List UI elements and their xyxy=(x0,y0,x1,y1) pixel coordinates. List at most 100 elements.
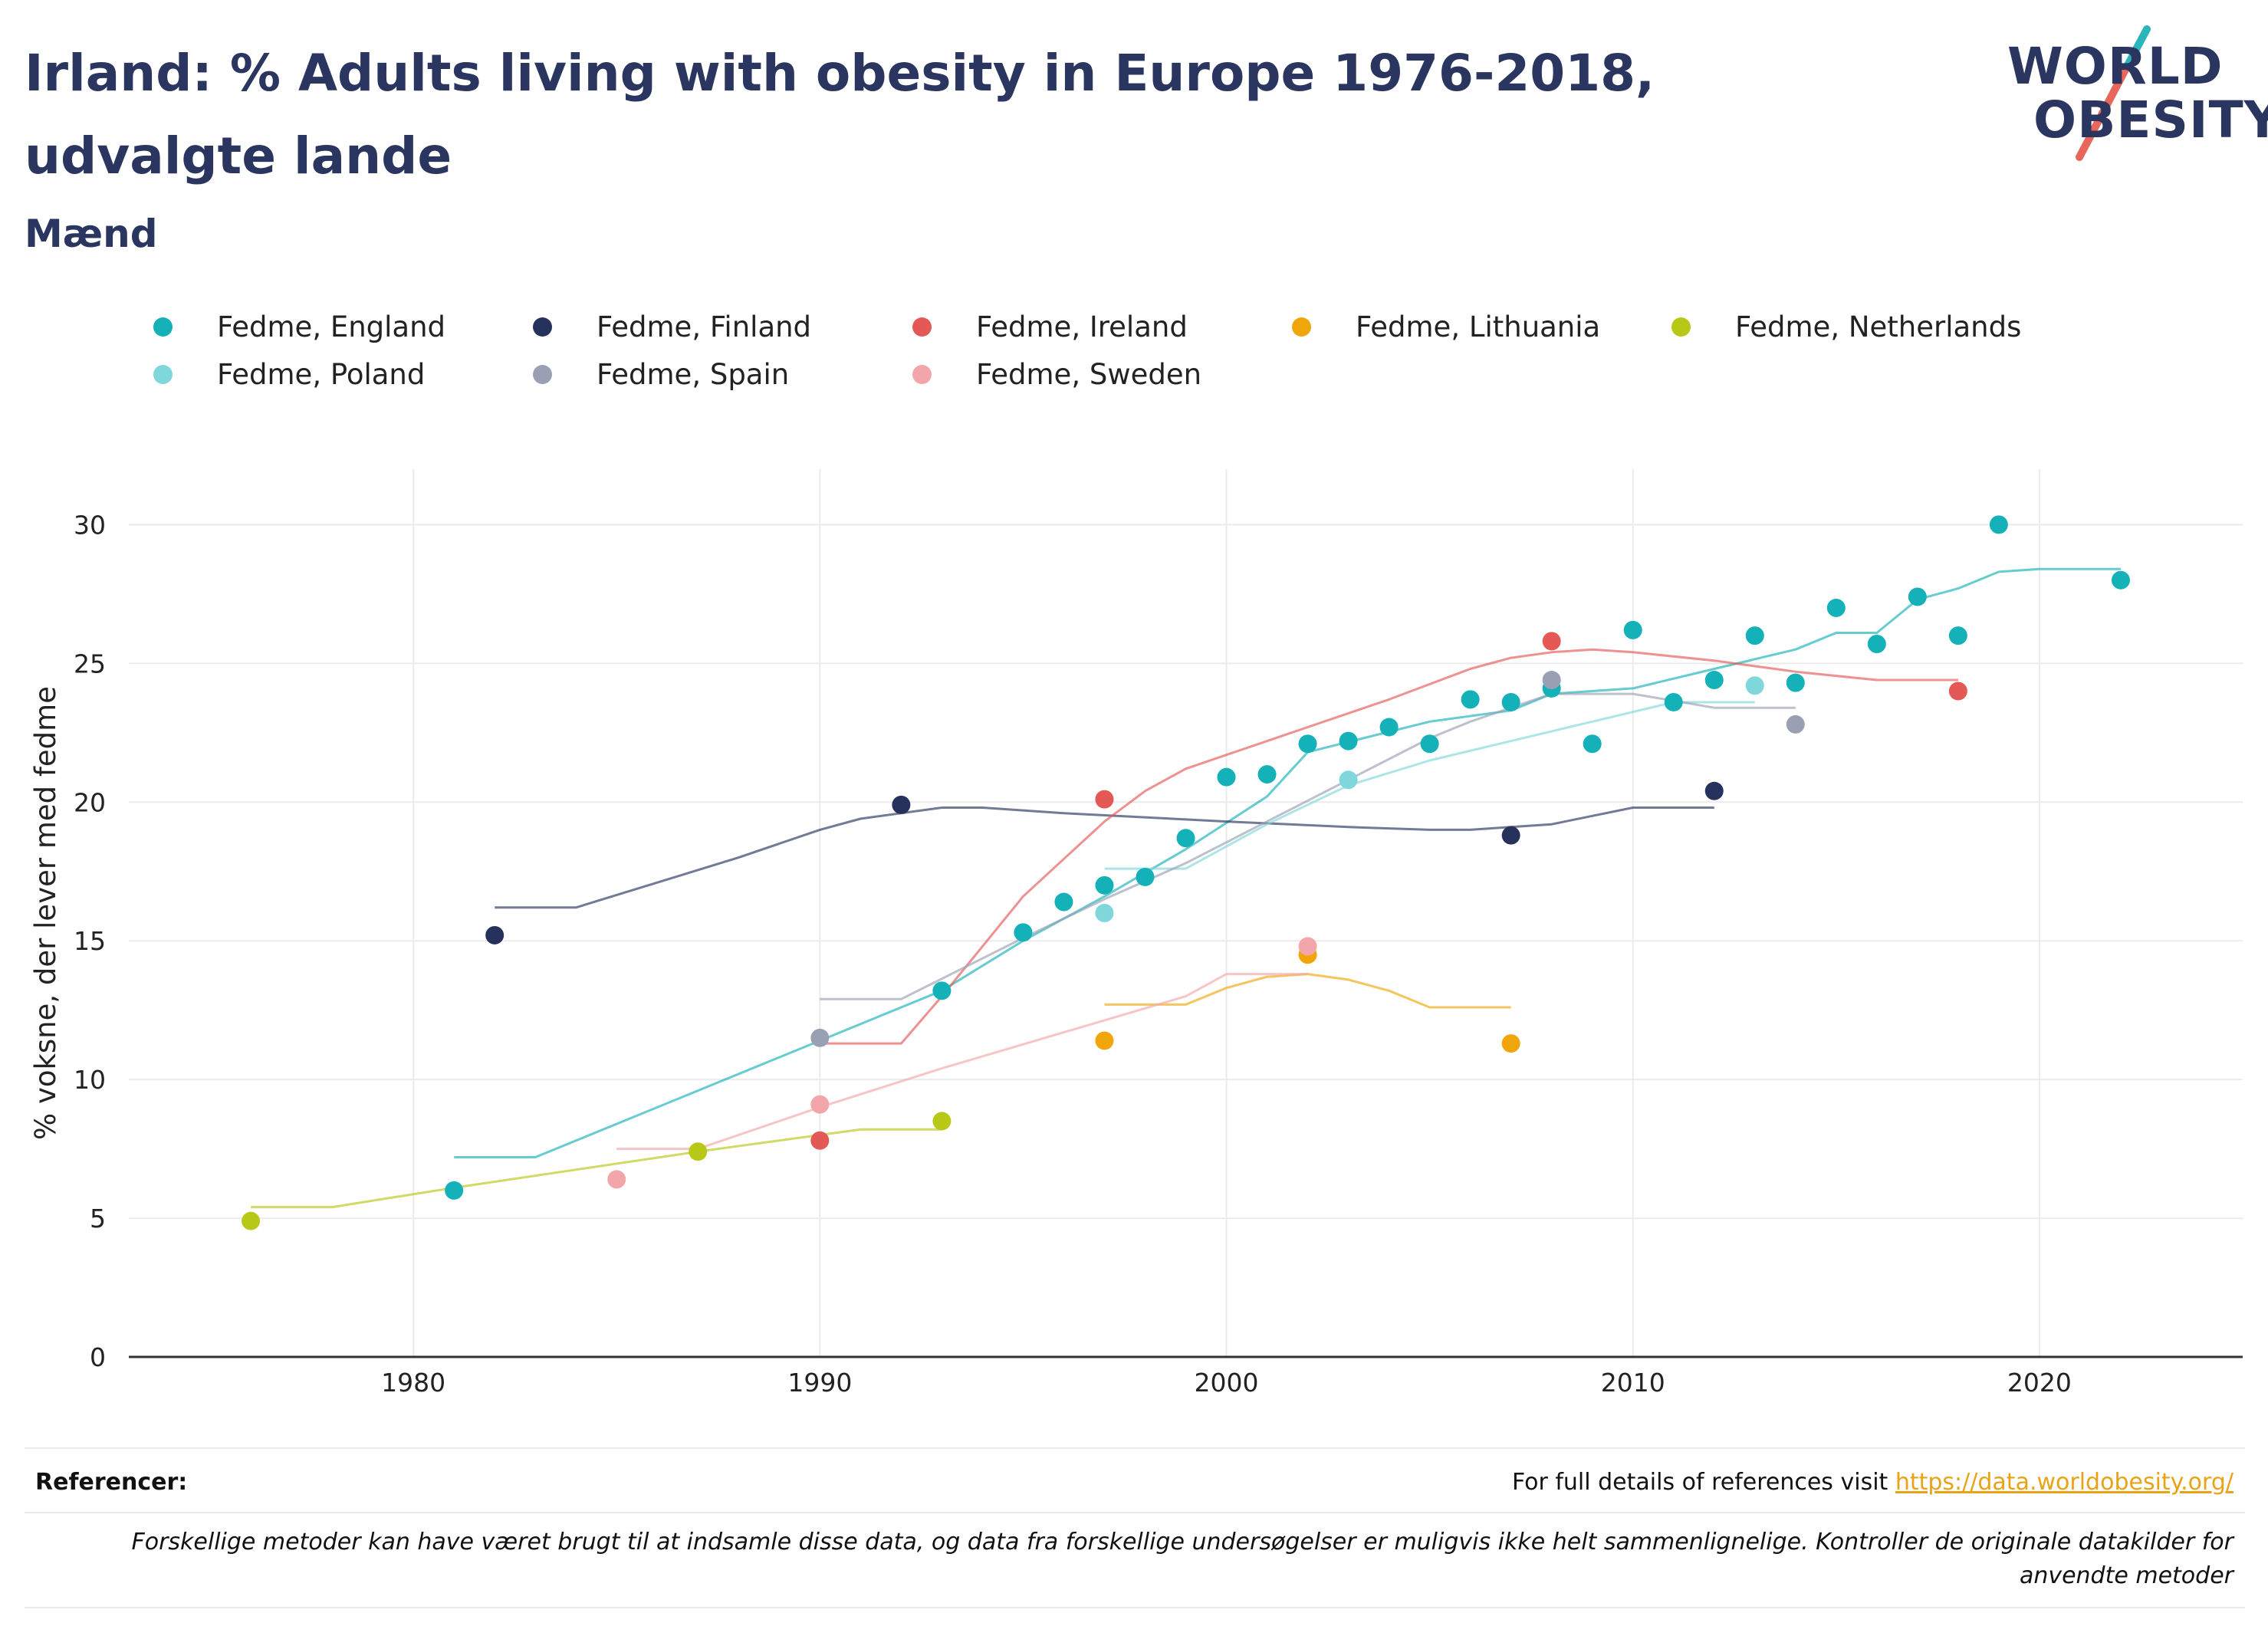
x-tick-label: 1980 xyxy=(381,1368,445,1395)
data-point xyxy=(1379,718,1399,737)
chart-plot: 0 5 10 15 20 25 30 1980 1990 2000 2010 2020 % voksne… xyxy=(29,469,2243,1395)
chart-title: Irland: % Adults living with obesity in … xyxy=(25,44,1655,186)
legend-marker xyxy=(912,364,932,384)
legend-label: Fedme, Spain xyxy=(597,357,790,391)
legend-label: Fedme, Ireland xyxy=(976,310,1188,343)
y-tick-label: 20 xyxy=(74,787,106,817)
data-point xyxy=(1826,598,1846,617)
data-point xyxy=(607,1170,626,1189)
data-point xyxy=(1704,671,1724,690)
data-point xyxy=(1176,829,1195,848)
data-point xyxy=(1948,626,1967,645)
chart-subtitle: Mænd xyxy=(25,212,158,256)
footer-divider xyxy=(25,1447,2245,1449)
data-point xyxy=(1420,734,1439,754)
legend-marker xyxy=(153,317,173,337)
data-point xyxy=(1745,626,1764,645)
data-point xyxy=(1298,937,1317,956)
data-point xyxy=(932,1112,952,1131)
legend-marker xyxy=(1292,317,1311,337)
legend-marker xyxy=(533,317,552,337)
data-point xyxy=(1704,781,1724,800)
footer-divider xyxy=(25,1607,2245,1608)
legend-marker xyxy=(1671,317,1691,337)
data-point xyxy=(485,925,505,944)
y-tick-label: 10 xyxy=(74,1065,106,1095)
data-point xyxy=(1501,1034,1520,1053)
world-obesity-logo[interactable]: WORLD OBESITY xyxy=(1994,23,2268,161)
data-point xyxy=(1095,875,1114,895)
data-point xyxy=(242,1211,261,1230)
data-point xyxy=(1501,692,1520,711)
data-point xyxy=(1095,790,1114,809)
y-tick-label: 25 xyxy=(74,649,106,678)
data-point xyxy=(1908,587,1927,606)
data-point xyxy=(892,795,911,814)
data-point xyxy=(1339,770,1358,790)
data-point xyxy=(1542,671,1561,690)
data-point xyxy=(2111,570,2130,590)
footer-divider xyxy=(25,1512,2245,1513)
data-point xyxy=(1257,765,1277,784)
y-tick-label: 0 xyxy=(90,1342,106,1372)
data-point xyxy=(1583,734,1602,754)
legend-item[interactable]: Fedme, England xyxy=(153,305,445,348)
x-tick-label: 2000 xyxy=(1195,1368,1259,1395)
x-tick-label: 2010 xyxy=(1601,1368,1665,1395)
legend-item[interactable]: Fedme, Lithuania xyxy=(1292,305,1600,348)
legend-marker xyxy=(912,317,932,337)
data-point xyxy=(1542,632,1561,651)
data-point xyxy=(1664,692,1683,711)
legend-label: Fedme, Netherlands xyxy=(1735,310,2022,343)
references-text: For full details of references visit xyxy=(1511,1469,1895,1496)
logo-slash-icon xyxy=(2076,25,2151,161)
data-point xyxy=(810,1028,830,1047)
series-trend-line xyxy=(251,1128,942,1209)
references-label: Referencer: xyxy=(35,1469,188,1496)
data-point xyxy=(1786,673,1805,692)
disclaimer-text: Forskellige metoder kan have været brugt… xyxy=(131,1529,2233,1589)
chart-legend: Fedme, England Fedme, Finland Fedme, Irela… xyxy=(153,305,2224,405)
data-point xyxy=(1501,826,1520,845)
data-point xyxy=(1136,867,1155,886)
legend-item[interactable]: Fedme, Sweden xyxy=(912,353,1201,396)
data-point xyxy=(1786,714,1805,734)
data-point xyxy=(1745,676,1764,695)
x-tick-label: 2020 xyxy=(2007,1368,2072,1395)
data-point xyxy=(689,1142,708,1161)
legend-item[interactable]: Fedme, Finland xyxy=(533,305,811,348)
x-tick-label: 1990 xyxy=(787,1368,852,1395)
logo-word-world: WORLD xyxy=(2007,37,2224,96)
y-tick-label: 15 xyxy=(74,926,106,956)
data-point xyxy=(1867,634,1886,653)
legend-marker xyxy=(533,364,552,384)
legend-item[interactable]: Fedme, Poland xyxy=(153,353,425,396)
y-axis-label: % voksne, der lever med fedme xyxy=(29,686,62,1140)
legend-label: Fedme, Lithuania xyxy=(1356,310,1601,343)
legend-label: Fedme, Sweden xyxy=(976,357,1202,391)
data-point xyxy=(1298,734,1317,754)
series-trend-line xyxy=(1104,701,1755,870)
data-point xyxy=(810,1131,830,1150)
references-link[interactable]: https://data.worldobesity.org/ xyxy=(1895,1469,2233,1496)
legend-item[interactable]: Fedme, Spain xyxy=(533,353,789,396)
legend-label: Fedme, Poland xyxy=(217,357,426,391)
references-note: For full details of references visit htt… xyxy=(1512,1469,2233,1496)
series-trend-line xyxy=(454,567,2121,1158)
legend-label: Fedme, England xyxy=(217,310,446,343)
series-trend-line xyxy=(820,648,1958,1045)
data-point xyxy=(1095,904,1114,922)
series-trend-line xyxy=(616,973,1308,1151)
data-point xyxy=(1623,620,1642,639)
data-point xyxy=(1095,1031,1114,1050)
legend-item[interactable]: Fedme, Ireland xyxy=(912,305,1188,348)
legend-label: Fedme, Finland xyxy=(597,310,812,343)
data-point xyxy=(1054,892,1073,912)
data-point xyxy=(1948,682,1967,701)
logo-word-obesity: OBESITY xyxy=(2033,90,2268,149)
legend-marker xyxy=(153,364,173,384)
legend-item[interactable]: Fedme, Netherlands xyxy=(1671,305,2021,348)
data-point xyxy=(810,1095,830,1114)
y-tick-label: 30 xyxy=(74,510,106,540)
data-point xyxy=(1461,690,1480,709)
